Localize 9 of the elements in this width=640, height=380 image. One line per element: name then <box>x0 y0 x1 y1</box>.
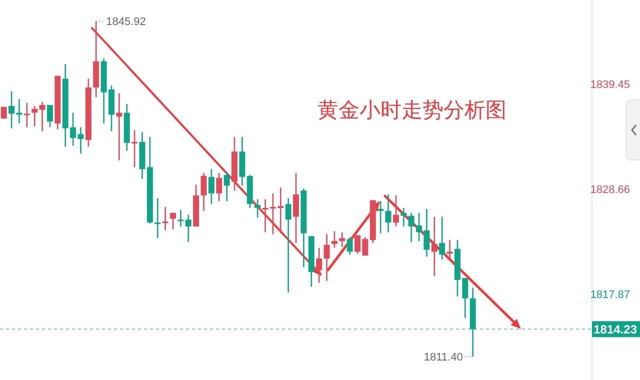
ytick: 1839.45 <box>590 79 630 92</box>
ref-label: 1814.23 <box>592 321 640 338</box>
ytick: 1828.66 <box>590 184 630 196</box>
annotation: 1845.92 <box>106 16 146 28</box>
annotation: 1845.92 <box>96 16 146 28</box>
ytick: 1817.87 <box>590 288 630 301</box>
title: 黄金小时走势分析图 <box>318 99 506 122</box>
annotation: 1811.40 <box>424 352 474 364</box>
annotation: 1811.40 <box>424 352 463 364</box>
